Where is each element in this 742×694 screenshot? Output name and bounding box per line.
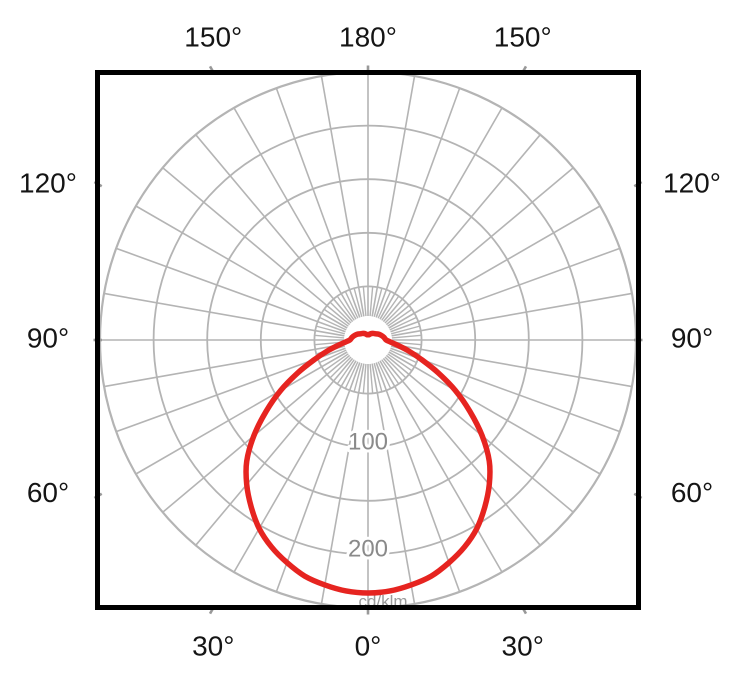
grid-spoke: [195, 134, 354, 323]
grid-fine-spoke: [323, 353, 349, 372]
grid-fine-spoke: [384, 301, 407, 324]
angle-label-bottom-0deg: 0°: [355, 630, 382, 661]
grid-spoke: [390, 247, 621, 333]
grid-spoke: [103, 343, 345, 388]
center-hole: [345, 317, 391, 363]
grid-fine-spoke: [377, 361, 392, 389]
grid-fine-spoke: [381, 359, 400, 385]
angle-label-left-60deg: 60°: [27, 477, 69, 508]
grid-fine-spoke: [344, 291, 359, 319]
grid-fine-spoke: [389, 316, 417, 331]
angle-label-left-120deg: 120°: [19, 168, 77, 199]
plot-frame: [95, 70, 641, 610]
grid-fine-spoke: [362, 286, 367, 317]
grid-spoke: [379, 107, 503, 320]
grid-spoke: [388, 351, 601, 475]
grid-fine-spoke: [387, 353, 413, 372]
grid-fine-spoke: [329, 301, 352, 324]
grid-fine-spoke: [319, 316, 347, 331]
grid-fine-spoke: [381, 295, 400, 321]
grid-spoke: [135, 351, 348, 475]
grid-fine-spoke: [373, 363, 383, 392]
grid-spoke: [233, 360, 357, 573]
angle-label-top-150deg: 150°: [494, 21, 552, 52]
grid-spoke: [320, 75, 365, 317]
grid-fine-spoke: [319, 349, 347, 364]
grid-fine-spoke: [377, 291, 392, 319]
ring-label-100: 100: [348, 429, 388, 456]
grid-spoke: [275, 87, 361, 318]
intensity-curve: [243, 330, 493, 596]
ring-label-200: 200: [348, 536, 388, 563]
grid-fine-spoke: [373, 288, 383, 317]
angle-label-left-90deg: 90°: [27, 322, 69, 353]
grid-spoke: [115, 247, 346, 333]
grid-spoke: [388, 205, 601, 329]
grid-spoke: [103, 292, 345, 337]
grid-fine-spoke: [369, 286, 374, 317]
grid-spoke: [385, 167, 574, 326]
grid-spoke: [382, 134, 541, 323]
grid-spoke: [135, 205, 348, 329]
grid-spoke: [371, 75, 416, 317]
grid-spoke: [382, 357, 541, 546]
grid-spoke: [233, 107, 357, 320]
angle-label-top-180deg: 180°: [339, 21, 397, 52]
grid-fine-spoke: [353, 288, 363, 317]
grid-fine-spoke: [369, 363, 374, 394]
angle-label-right-90deg: 90°: [671, 322, 713, 353]
grid-spoke: [375, 362, 461, 593]
grid-fine-spoke: [336, 359, 355, 385]
grid-fine-spoke: [329, 356, 352, 379]
grid-fine-spoke: [391, 334, 422, 339]
angle-label-right-120deg: 120°: [663, 168, 721, 199]
grid-spoke: [391, 343, 633, 388]
grid-spoke: [375, 87, 461, 318]
grid-spoke: [320, 363, 365, 605]
grid-spoke: [162, 167, 351, 326]
angle-label-bottom-30deg: 30°: [192, 630, 234, 661]
angle-label-bottom-30deg: 30°: [502, 630, 544, 661]
grid-fine-spoke: [391, 325, 420, 335]
grid-fine-spoke: [387, 308, 413, 327]
grid-fine-spoke: [344, 361, 359, 389]
grid-fine-spoke: [316, 325, 345, 335]
grid-fine-spoke: [336, 295, 355, 321]
grid-spoke: [379, 360, 503, 573]
grid-spoke: [275, 362, 361, 593]
grid-spoke: [371, 363, 416, 605]
grid-fine-spoke: [353, 363, 363, 392]
grid-fine-spoke: [362, 363, 367, 394]
grid-fine-spoke: [384, 356, 407, 379]
angle-label-top-150deg: 150°: [184, 21, 242, 52]
angle-label-right-60deg: 60°: [671, 477, 713, 508]
grid-fine-spoke: [314, 334, 345, 339]
grid-spoke: [195, 357, 354, 546]
grid-spoke: [391, 292, 633, 337]
grid-fine-spoke: [389, 349, 417, 364]
grid-fine-spoke: [323, 308, 349, 327]
